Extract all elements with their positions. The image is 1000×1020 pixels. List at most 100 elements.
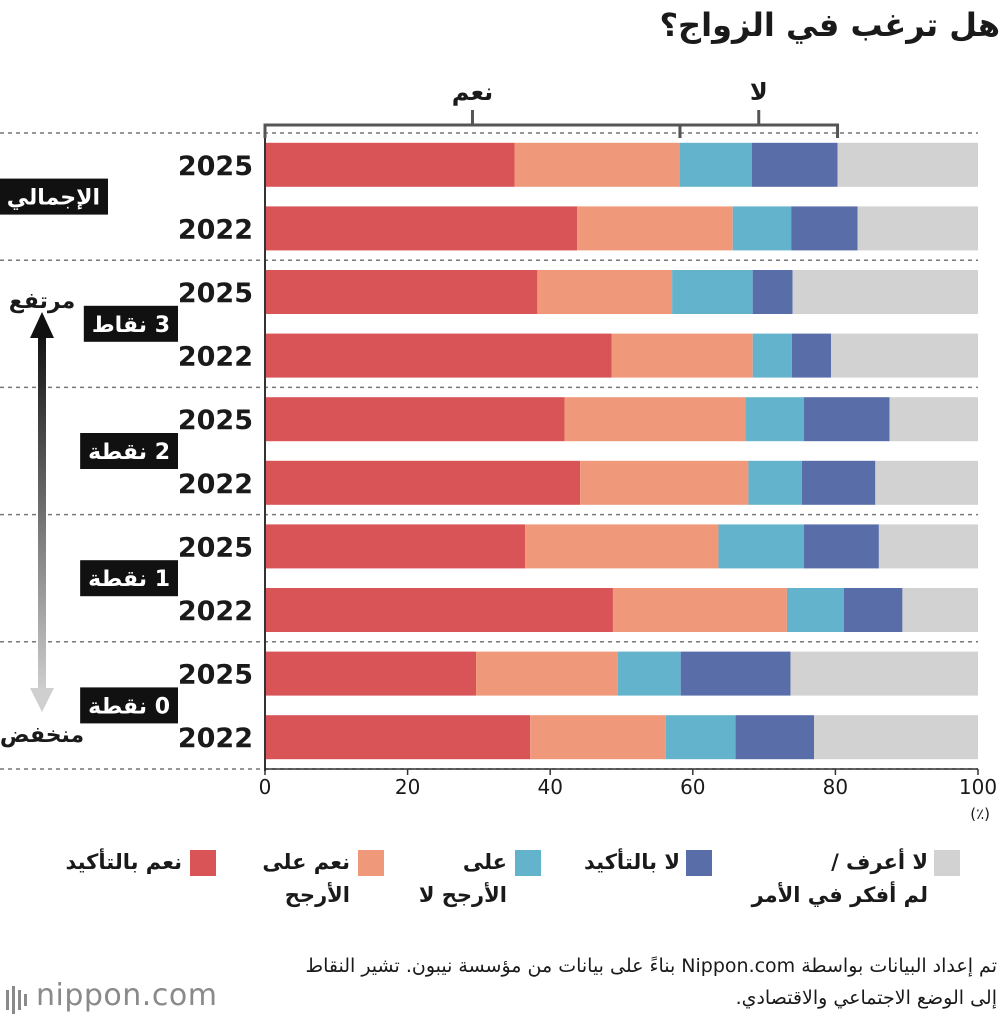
bar-segment	[843, 588, 903, 632]
legend-entry: نعم على الأرجح	[262, 846, 350, 912]
bar-segment	[804, 397, 890, 442]
bar-segment	[752, 270, 793, 314]
group-label-box	[80, 687, 178, 724]
group-label-box	[80, 560, 178, 597]
bar-segment	[804, 524, 879, 569]
nippon-logo-icon	[6, 986, 27, 1014]
bar-segment	[791, 333, 832, 378]
bar-segment	[672, 270, 753, 314]
legend-label: لم أفكر في الأمر	[751, 883, 928, 907]
group-label: الإجمالي	[7, 186, 100, 211]
bar-segment	[265, 397, 565, 442]
x-tick-label: 0	[259, 775, 272, 799]
bar-segment	[525, 524, 719, 569]
gradient-arrow-shaft	[38, 333, 46, 693]
x-tick-label: 40	[537, 775, 562, 799]
bar-segment	[732, 206, 792, 251]
legend-label: الأرجح لا	[418, 883, 507, 907]
legend-entry: لا بالتأكيد	[584, 846, 680, 879]
bar-segment	[735, 715, 815, 760]
bar-segment	[786, 588, 844, 632]
year-label: 2022	[178, 214, 253, 245]
bar-segment	[665, 715, 736, 760]
bar-segment	[580, 460, 749, 505]
bar-segment	[265, 715, 531, 760]
bar-segment	[748, 460, 802, 505]
year-label: 2025	[178, 151, 253, 182]
group-label: 1 نقطة	[88, 567, 170, 592]
group-label: 3 نقاط	[92, 313, 170, 338]
legend-swatch	[686, 850, 712, 876]
x-tick-label: 80	[823, 775, 848, 799]
bar-segment	[679, 142, 752, 187]
bar-segment	[875, 460, 978, 505]
bar-segment	[752, 333, 792, 378]
yes-bracket-label: نعم	[452, 78, 493, 106]
group-label-box	[0, 178, 108, 215]
bar-segment	[745, 397, 805, 442]
legend-swatch	[358, 850, 384, 876]
no-bracket	[678, 123, 840, 138]
source-note: تم إعداد البيانات بواسطة Nippon.com بناء…	[305, 955, 997, 1009]
bar-segment	[265, 588, 613, 632]
yes-bracket	[263, 123, 682, 138]
no-bracket-label: لا	[750, 78, 768, 106]
bar-segment	[792, 270, 978, 314]
group-label: 2 نقطة	[88, 440, 170, 465]
bar-segment	[718, 524, 805, 569]
bar-segment	[814, 715, 978, 760]
bar-segment	[791, 206, 858, 251]
year-label: 2022	[178, 469, 253, 500]
year-label: 2025	[178, 405, 253, 436]
group-label-box	[83, 305, 178, 342]
year-label: 2022	[178, 342, 253, 373]
bar-segment	[902, 588, 978, 632]
legend-entry: لا أعرف / لم أفكر في الأمر	[752, 846, 928, 912]
bar-segment	[790, 651, 978, 696]
bar-segment	[537, 270, 673, 314]
legend-entry: نعم بالتأكيد	[65, 846, 182, 879]
x-tick-label: 60	[680, 775, 705, 799]
legend-swatch	[190, 850, 216, 876]
x-unit-label: (٪)	[970, 805, 990, 823]
group-label: 0 نقطة	[88, 694, 170, 719]
bar-segment	[831, 333, 978, 378]
year-label: 2025	[178, 660, 253, 691]
year-label: 2022	[178, 596, 253, 627]
year-label: 2022	[178, 723, 253, 754]
bar-segment	[564, 397, 746, 442]
arrow-up-icon	[30, 312, 54, 338]
legend-label: على	[462, 850, 507, 874]
bar-segment	[889, 397, 978, 442]
arrow-down-icon	[30, 688, 54, 712]
bar-segment	[265, 460, 581, 505]
bar-segment	[265, 651, 477, 696]
year-label: 2025	[178, 532, 253, 563]
bar-segment	[878, 524, 978, 569]
group-label-box	[80, 433, 178, 469]
bar-segment	[857, 206, 978, 251]
bar-segment	[265, 270, 538, 314]
bar-segment	[617, 651, 681, 696]
legend-swatch	[515, 850, 541, 876]
bar-segment	[265, 142, 515, 187]
bar-segment	[265, 206, 578, 251]
nippon-logo-text: nippon.com	[36, 978, 218, 1013]
bar-segment	[751, 142, 838, 187]
legend-label: لا أعرف /	[831, 850, 928, 874]
legend-label: لا بالتأكيد	[584, 850, 680, 874]
bar-segment	[514, 142, 680, 187]
low-label: منخفض	[0, 723, 84, 748]
bar-segment	[265, 524, 526, 569]
bar-segment	[530, 715, 666, 760]
x-tick-label: 20	[395, 775, 420, 799]
stacked-bar-chart: 2025 2022 الإجمالي 2025 2022 3 نقاط 2025 2022 2 …	[0, 78, 997, 823]
legend-label: نعم بالتأكيد	[65, 850, 182, 874]
bar-segment	[577, 206, 733, 251]
bar-segment	[265, 333, 612, 378]
x-tick-label: 100	[959, 775, 997, 799]
chart-title: هل ترغب في الزواج؟	[659, 6, 1000, 44]
high-label: مرتفع	[9, 289, 75, 314]
legend-entry: على الأرجح لا	[419, 846, 507, 912]
bar-segment	[837, 142, 978, 187]
